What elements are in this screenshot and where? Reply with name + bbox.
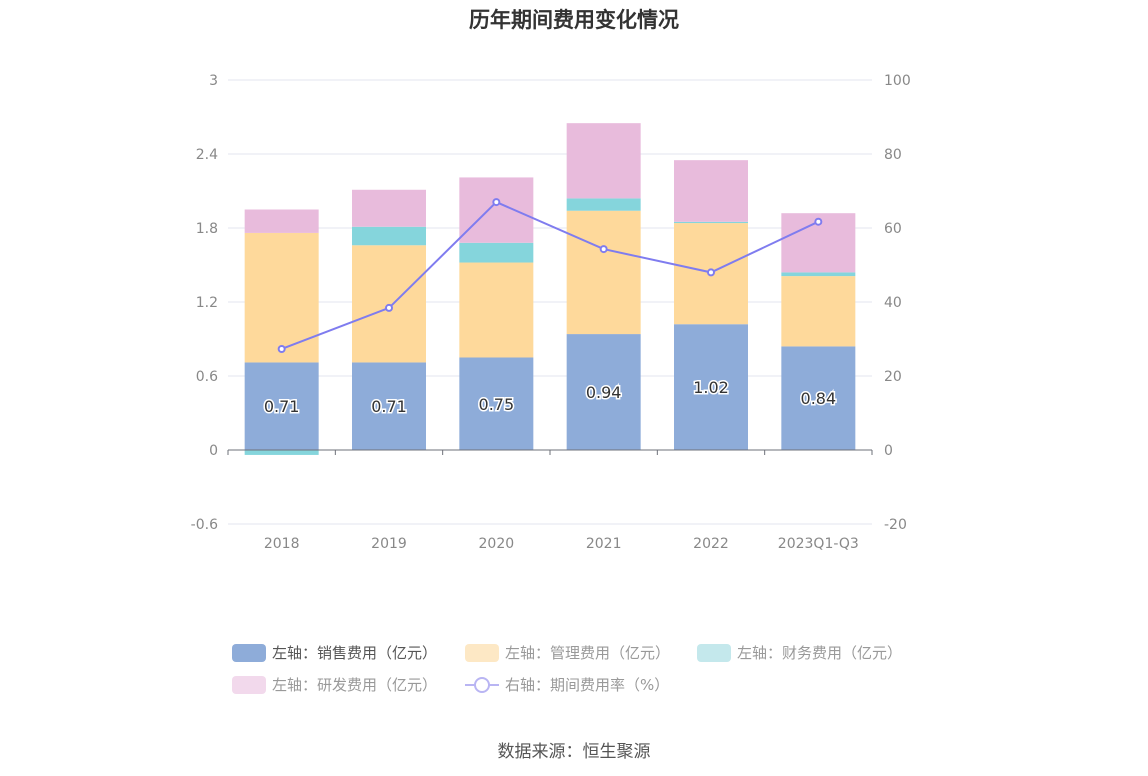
expense-rate-point xyxy=(277,344,286,353)
left-axis-tick-label: 0.6 xyxy=(196,369,218,385)
legend-label-finance: 左轴：财务费用（亿元） xyxy=(737,644,903,662)
left-axis-tick-label: 1.8 xyxy=(196,221,218,237)
data-label-sales: 0.94 xyxy=(586,383,622,402)
bar-finance xyxy=(459,242,534,263)
legend-item-expense-rate[interactable]: 右轴：期间费用率（%） xyxy=(465,674,669,695)
legend-item-finance[interactable]: 左轴：财务费用（亿元） xyxy=(697,642,902,663)
bar-admin xyxy=(566,210,641,335)
bar-rnd xyxy=(352,189,426,227)
legend-item-rnd[interactable]: 左轴：研发费用（亿元） xyxy=(232,674,437,695)
bar-admin xyxy=(352,245,426,363)
bar-finance xyxy=(566,198,641,211)
chart-canvas: -0.6 0 0.6 1.2 1.8 2.4 3 -20 0 20 40 60 80 100 2018 201… xyxy=(191,73,911,552)
x-axis-category-label: 2021 xyxy=(586,536,622,552)
legend-swatch-rnd xyxy=(232,675,266,694)
bar-finance xyxy=(244,450,319,455)
bar-admin xyxy=(244,232,319,363)
data-label-sales: 0.75 xyxy=(479,395,515,414)
bar-finance xyxy=(352,226,426,246)
data-label-sales: 0.84 xyxy=(801,389,837,408)
bar-finance xyxy=(781,272,856,277)
bar-rnd xyxy=(674,160,748,222)
left-axis-tick-label: 0 xyxy=(209,443,218,459)
data-source: 数据来源：恒生聚源 xyxy=(497,742,651,762)
x-axis-category-label: 2022 xyxy=(693,536,729,552)
data-label-sales: 0.71 xyxy=(264,397,300,416)
bar-rnd xyxy=(459,177,534,243)
legend-label-expense-rate: 右轴：期间费用率（%） xyxy=(505,676,670,694)
x-axis-category-label: 2023Q1-Q3 xyxy=(778,536,859,552)
expense-rate-point xyxy=(814,217,823,226)
right-axis-tick-label: 60 xyxy=(884,221,902,237)
bar-sales xyxy=(674,324,748,450)
right-axis-tick-label: 20 xyxy=(884,369,902,385)
left-axis-tick-label: 3 xyxy=(209,73,218,89)
right-axis-tick-label: -20 xyxy=(884,517,907,533)
bar-sales xyxy=(781,346,856,450)
left-axis-tick-label: -0.6 xyxy=(191,517,218,533)
legend-swatch-finance xyxy=(697,643,731,662)
x-axis-category-label: 2019 xyxy=(371,536,407,552)
left-axis-tick-label: 2.4 xyxy=(196,147,218,163)
expense-rate-point xyxy=(385,303,393,312)
x-axis-category-label: 2020 xyxy=(479,536,515,552)
bar-sales xyxy=(566,334,641,450)
right-axis-tick-label: 40 xyxy=(884,295,902,311)
expense-rate-point xyxy=(599,245,608,254)
expense-rate-line xyxy=(281,200,819,350)
legend-label-sales: 左轴：销售费用（亿元） xyxy=(272,644,438,662)
bar-admin xyxy=(781,276,856,347)
expense-rate-point xyxy=(707,268,715,277)
bar-rnd xyxy=(244,209,319,233)
legend-label-rnd: 左轴：研发费用（亿元） xyxy=(272,676,438,694)
legend-label-admin: 左轴：管理费用（亿元） xyxy=(505,644,671,662)
chart-title: 历年期间费用变化情况 xyxy=(469,8,679,32)
legend-swatch-admin xyxy=(465,643,499,662)
bar-sales xyxy=(352,362,426,450)
legend-line-icon xyxy=(465,676,499,694)
x-axis-category-label: 2018 xyxy=(264,536,300,552)
right-axis-tick-label: 80 xyxy=(884,147,902,163)
legend-item-sales[interactable]: 左轴：销售费用（亿元） xyxy=(232,642,437,663)
right-axis-tick-label: 100 xyxy=(884,73,911,89)
left-axis-tick-label: 1.2 xyxy=(196,295,218,311)
right-axis-tick-label: 0 xyxy=(884,443,893,459)
bar-sales xyxy=(459,357,534,450)
bar-admin xyxy=(459,262,534,358)
legend-item-admin[interactable]: 左轴：管理费用（亿元） xyxy=(465,642,670,663)
legend-swatch-sales xyxy=(232,643,266,662)
expense-rate-point xyxy=(492,198,501,207)
bar-finance xyxy=(674,221,748,224)
data-label-sales: 1.02 xyxy=(693,378,729,397)
bar-sales xyxy=(244,362,319,450)
data-label-sales: 0.71 xyxy=(371,397,407,416)
bar-rnd xyxy=(566,123,641,199)
